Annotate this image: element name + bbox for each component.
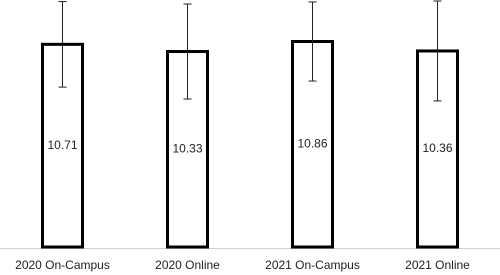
error-bar [433,0,442,102]
value-label: 10.36 [422,141,452,155]
x-tick-label: 2020 Online [155,258,220,272]
error-bar [58,1,67,88]
value-label: 10.86 [297,136,327,150]
x-tick-label: 2021 Online [405,258,470,272]
error-bar [308,1,317,82]
x-tick-label: 2020 On-Campus [15,258,110,272]
value-label: 10.33 [172,141,202,155]
x-tick-label: 2021 On-Campus [265,258,360,272]
value-label: 10.71 [47,138,77,152]
error-bar [183,3,192,100]
